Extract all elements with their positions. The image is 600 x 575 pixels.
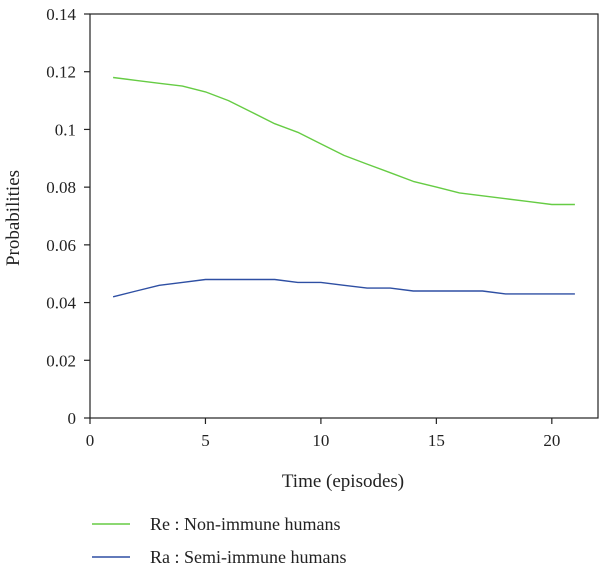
- y-tick-label: 0.04: [46, 294, 76, 313]
- series-line-ra: [112, 278, 575, 298]
- y-tick-label: 0.06: [46, 236, 76, 255]
- legend-label: Ra : Semi-immune humans: [150, 547, 346, 567]
- y-tick-label: 0: [68, 409, 77, 428]
- axes: [89, 13, 599, 419]
- y-tick-label: 0.1: [55, 120, 76, 139]
- y-axis-label: Probabilities: [3, 170, 24, 266]
- x-axis-label: Time (episodes): [282, 471, 404, 492]
- x-axis-ticks: 0 5 10 15 20: [86, 418, 560, 450]
- y-tick-label: 0.14: [46, 5, 76, 24]
- y-tick-label: 0.12: [46, 63, 76, 82]
- series-line-re: [113, 76, 575, 206]
- y-tick-label: 0.08: [46, 178, 76, 197]
- x-tick-label: 5: [201, 431, 210, 450]
- legend: Re : Non-immune humans Ra : Semi-immune h…: [92, 514, 346, 567]
- y-tick-label: 0.02: [46, 351, 76, 370]
- plot-frame: [89, 13, 599, 419]
- series-layer: [112, 76, 575, 298]
- x-tick-label: 10: [312, 431, 329, 450]
- x-tick-label: 15: [428, 431, 445, 450]
- y-axis-ticks: 0 0.02 0.04 0.06 0.08 0.1 0.12 0.14: [46, 5, 90, 428]
- x-tick-label: 20: [543, 431, 560, 450]
- x-tick-label: 0: [86, 431, 95, 450]
- legend-label: Re : Non-immune humans: [150, 514, 340, 534]
